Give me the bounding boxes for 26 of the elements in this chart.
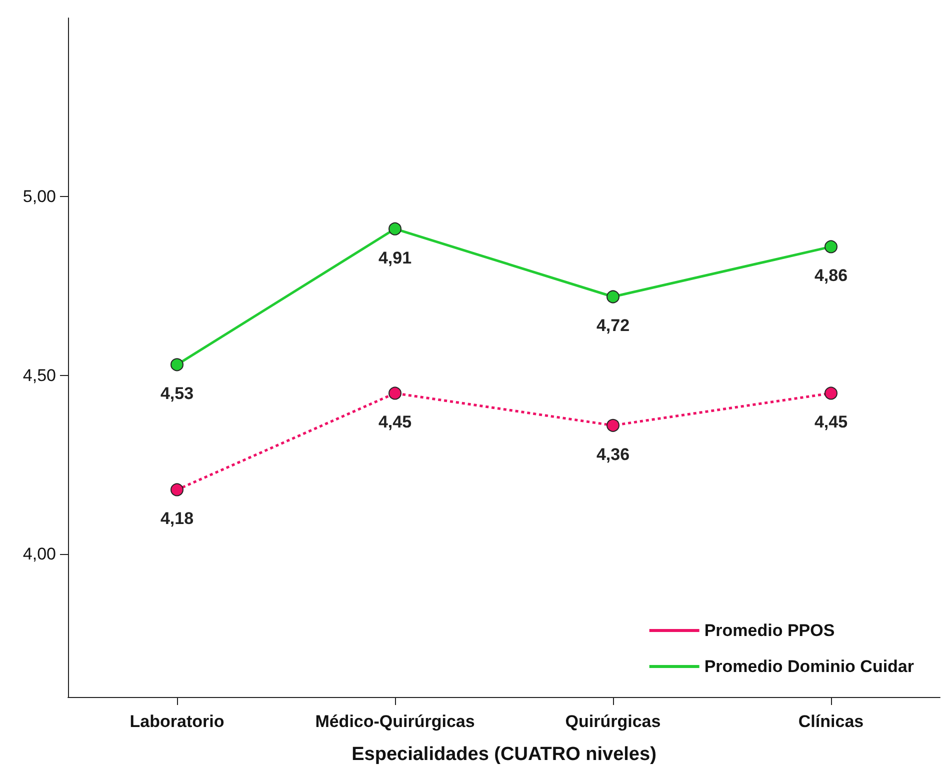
y-tick-label: 4,50 xyxy=(22,366,56,385)
x-tick-label: Clínicas xyxy=(798,712,864,731)
point xyxy=(170,483,184,496)
x-tick-label: Quirúrgicas xyxy=(565,712,661,731)
legend-label: Promedio PPOS xyxy=(704,621,835,640)
data-label: 4,72 xyxy=(596,316,630,336)
x-axis-title: Especialidades (CUATRO niveles) xyxy=(352,744,656,765)
point xyxy=(388,222,402,236)
point xyxy=(170,358,184,372)
x-tick-label: Médico-Quirúrgicas xyxy=(315,712,475,731)
y-tick-label: 4,00 xyxy=(22,544,56,564)
legend-label: Promedio Dominio Cuidar xyxy=(704,657,914,676)
data-label: 4,18 xyxy=(160,509,194,528)
data-label: 4,45 xyxy=(814,412,848,432)
y-tick-label: 5,00 xyxy=(22,187,56,206)
data-label: 4,86 xyxy=(814,266,848,286)
data-label: 4,45 xyxy=(378,412,412,432)
point xyxy=(388,386,402,400)
point xyxy=(824,240,838,254)
point xyxy=(824,386,838,400)
data-label: 4,36 xyxy=(596,444,630,464)
data-label: 4,91 xyxy=(378,248,412,268)
x-tick-label: Laboratorio xyxy=(130,712,224,731)
point xyxy=(606,418,620,432)
point xyxy=(606,290,620,304)
data-label: 4,53 xyxy=(160,384,194,404)
